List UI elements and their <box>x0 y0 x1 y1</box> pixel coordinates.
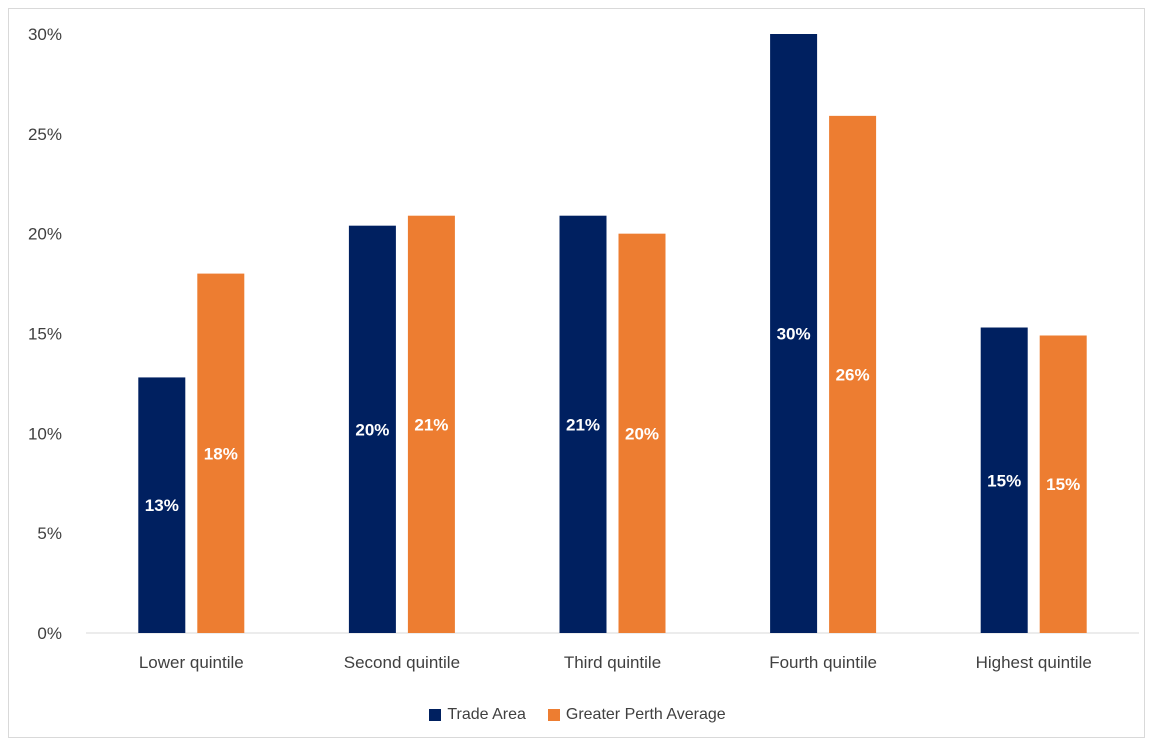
data-label: 21% <box>566 415 600 434</box>
data-label: 26% <box>836 365 870 384</box>
legend-item-greater-perth-average: Greater Perth Average <box>547 706 726 724</box>
legend-swatch-trade-area <box>429 709 442 721</box>
x-tick-label: Second quintile <box>344 653 460 672</box>
bar <box>980 327 1028 633</box>
y-tick-label: 30% <box>28 25 62 44</box>
data-label: 15% <box>1046 475 1080 494</box>
bar <box>559 215 607 634</box>
y-tick-label: 0% <box>37 624 62 643</box>
data-label: 15% <box>987 471 1021 490</box>
legend-swatch-greater-perth-average <box>547 709 560 721</box>
bar <box>138 377 186 633</box>
x-tick-label: Fourth quintile <box>769 653 877 672</box>
data-label: 30% <box>777 325 811 344</box>
x-tick-label: Lower quintile <box>139 653 244 672</box>
x-tick-label: Third quintile <box>564 653 661 672</box>
bar <box>1039 335 1087 633</box>
data-label: 20% <box>355 420 389 439</box>
bar <box>770 34 818 633</box>
data-label: 18% <box>204 444 238 463</box>
legend-item-trade-area: Trade Area <box>429 706 526 724</box>
bar <box>197 273 245 633</box>
data-label: 21% <box>414 415 448 434</box>
bar <box>407 215 455 634</box>
bar <box>829 115 877 633</box>
y-tick-label: 20% <box>28 225 62 244</box>
legend-label-greater-perth-average: Greater Perth Average <box>565 706 726 723</box>
y-tick-label: 25% <box>28 125 62 144</box>
y-tick-label: 15% <box>28 325 62 344</box>
legend: Trade Area Greater Perth Average <box>0 706 1155 724</box>
y-tick-label: 10% <box>28 424 62 443</box>
data-label: 13% <box>145 496 179 515</box>
y-tick-label: 5% <box>37 524 62 543</box>
bar <box>348 225 396 633</box>
legend-label-trade-area: Trade Area <box>447 706 526 723</box>
data-label: 20% <box>625 424 659 443</box>
x-tick-label: Highest quintile <box>976 653 1092 672</box>
bar <box>618 233 666 633</box>
